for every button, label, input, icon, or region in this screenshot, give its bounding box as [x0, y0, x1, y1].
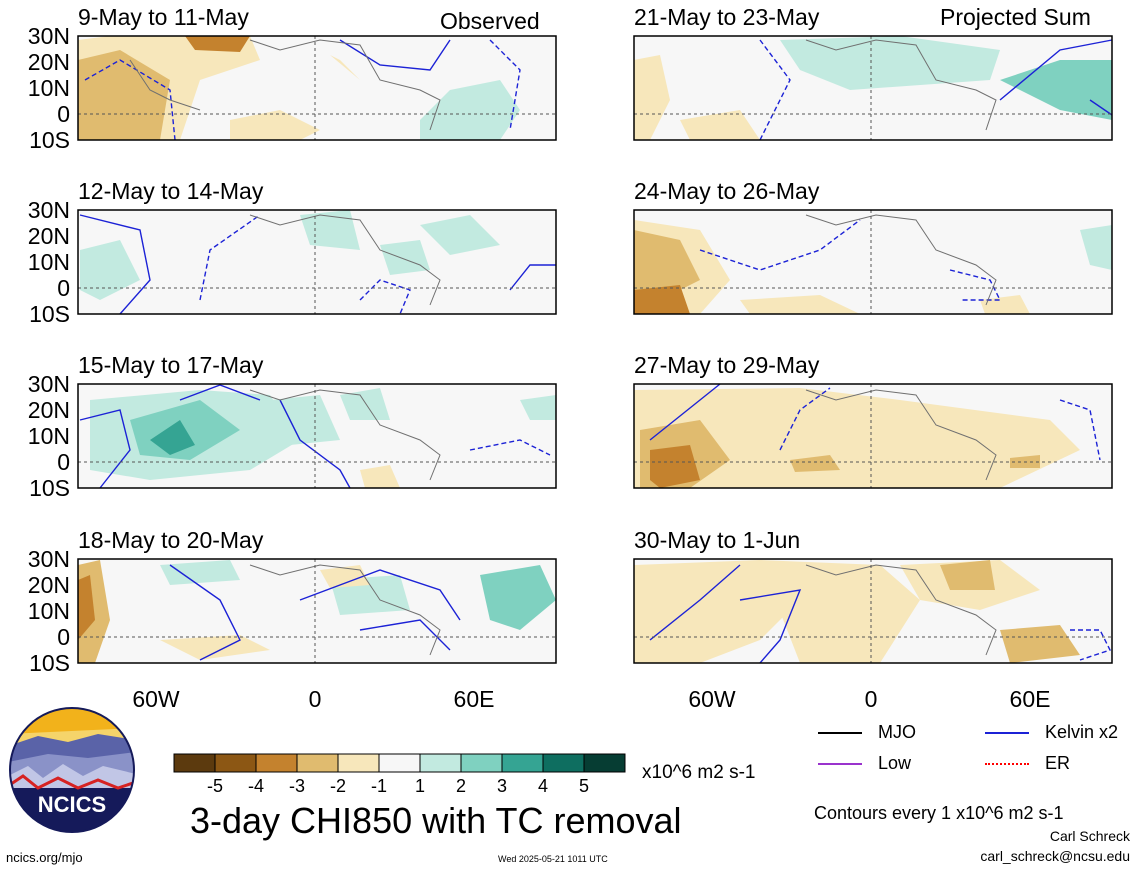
colorbar-swatch: [542, 753, 585, 773]
ncics-logo-graphic: NCICS: [9, 707, 135, 833]
lat-label: 0: [57, 449, 70, 475]
colorbar-tick-label: 1: [415, 776, 425, 796]
lat-label: 30N: [27, 546, 70, 572]
lat-label: 0: [57, 624, 70, 650]
legend-line-low: [818, 763, 862, 765]
ncics-logo-text: NCICS: [38, 792, 106, 817]
map-panel-1: [77, 35, 557, 141]
colorbar-swatch: [583, 753, 626, 773]
lat-label: 20N: [27, 223, 70, 249]
colorbar-swatch: [419, 753, 462, 773]
map-panel-2: [77, 209, 557, 315]
projected-sum-label: Projected Sum: [940, 4, 1091, 30]
colorbar-tick-label: -3: [289, 776, 305, 796]
lat-label: 10S: [29, 650, 70, 676]
lon-label-right-0: 0: [864, 686, 878, 712]
map-panels: [77, 35, 1113, 664]
panel-title-6: 24-May to 26-May: [634, 178, 820, 204]
colorbar-swatch: [501, 753, 544, 773]
panel-title-8: 30-May to 1-Jun: [634, 527, 801, 553]
colorbar-tick-label: -4: [248, 776, 264, 796]
colorbar-tick-label: -5: [207, 776, 223, 796]
lat-label: 10S: [29, 475, 70, 501]
lat-label: 20N: [27, 49, 70, 75]
colorbar-swatch: [296, 753, 339, 773]
panel-title-1: 9-May to 11-May: [78, 4, 249, 30]
colorbar-tick-label: -1: [371, 776, 387, 796]
panel-title-7: 27-May to 29-May: [634, 352, 820, 378]
legend-line-kelvin: [985, 732, 1029, 734]
panel-title-2: 12-May to 14-May: [78, 178, 264, 204]
contour-note: Contours every 1 x10^6 m2 s-1: [814, 803, 1064, 823]
lat-label: 30N: [27, 23, 70, 49]
observed-label: Observed: [440, 8, 540, 34]
lon-label-left-60w: 60W: [132, 686, 180, 712]
lat-label: 0: [57, 101, 70, 127]
legend-label-low: Low: [878, 753, 912, 773]
colorbar-tick-label: 4: [538, 776, 548, 796]
lat-label: 10N: [27, 75, 70, 101]
colorbar-swatch: [337, 753, 380, 773]
footer-email[interactable]: carl_schreck@ncsu.edu: [980, 848, 1130, 864]
lat-label: 10N: [27, 423, 70, 449]
panel-title-4: 18-May to 20-May: [78, 527, 264, 553]
map-panel-6: [633, 209, 1113, 315]
figure-title: 3-day CHI850 with TC removal: [190, 800, 682, 841]
lon-label-right-60e: 60E: [1009, 686, 1051, 712]
colorbar-swatch: [460, 753, 503, 773]
legend-label-er: ER: [1045, 753, 1071, 773]
colorbar-tick-label: 5: [579, 776, 589, 796]
ncics-logo: NCICS: [8, 706, 136, 834]
lon-label-right-60w: 60W: [688, 686, 736, 712]
lon-label-left-60e: 60E: [453, 686, 495, 712]
lat-label: 30N: [27, 197, 70, 223]
footer-timestamp: Wed 2025-05-21 1011 UTC: [498, 854, 608, 864]
lat-label: 10N: [27, 598, 70, 624]
lat-label: 10S: [29, 127, 70, 153]
lat-label: 0: [57, 275, 70, 301]
colorbar-swatch: [173, 753, 216, 773]
lat-label: 30N: [27, 371, 70, 397]
footer-author: Carl Schreck: [1049, 828, 1130, 844]
colorbar-tick-label: 3: [497, 776, 507, 796]
panel-title-3: 15-May to 17-May: [78, 352, 264, 378]
map-panel-7: [633, 383, 1113, 489]
legend-label-mjo: MJO: [878, 722, 916, 742]
colorbar-swatch: [378, 753, 421, 773]
map-panel-8: [633, 558, 1113, 664]
legend-label-kelvin: Kelvin x2: [1045, 722, 1119, 742]
map-panel-3: [77, 383, 557, 489]
colorbar-tick-label: -2: [330, 776, 346, 796]
map-panel-4: [77, 558, 557, 664]
colorbar-tick-label: 2: [456, 776, 466, 796]
colorbar-swatch: [214, 753, 257, 773]
colorbar: -5 -4 -3 -2 -1 1 2 3 4 5: [173, 753, 626, 796]
footer-url[interactable]: ncics.org/mjo: [6, 850, 83, 865]
panel-title-5: 21-May to 23-May: [634, 4, 820, 30]
colorbar-swatch: [255, 753, 298, 773]
legend-line-mjo: [818, 732, 862, 734]
lat-label: 20N: [27, 397, 70, 423]
lat-label: 10N: [27, 249, 70, 275]
map-panel-5: [633, 35, 1113, 141]
lat-label: 20N: [27, 572, 70, 598]
legend-line-er: [985, 763, 1029, 765]
colorbar-units: x10^6 m2 s-1: [642, 762, 756, 783]
lon-label-left-0: 0: [308, 686, 322, 712]
lat-label: 10S: [29, 301, 70, 327]
